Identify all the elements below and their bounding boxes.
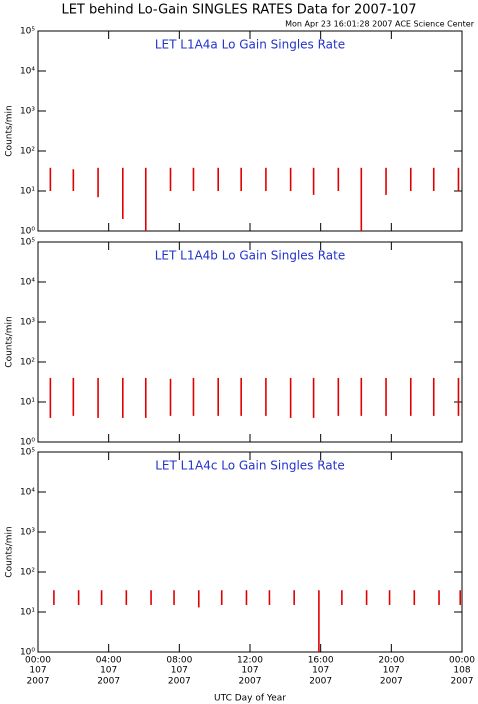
x-tick-label: 12:00 bbox=[237, 656, 263, 666]
x-tick-year: 2007 bbox=[309, 677, 332, 687]
page-title: LET behind Lo-Gain SINGLES RATES Data fo… bbox=[61, 3, 416, 18]
y-tick-label: 10³ bbox=[20, 318, 35, 328]
y-tick-label: 10² bbox=[20, 358, 35, 368]
y-tick-label: 10⁰ bbox=[20, 438, 35, 448]
y-tick-label: 10² bbox=[20, 568, 35, 578]
x-axis-label: UTC Day of Year bbox=[214, 694, 286, 704]
y-axis-label: Counts/min bbox=[5, 316, 15, 367]
y-tick-label: 10¹ bbox=[20, 608, 35, 618]
y-tick-label: 10⁴ bbox=[20, 67, 35, 77]
x-tick-year: 2007 bbox=[239, 677, 262, 687]
x-tick-day: 107 bbox=[241, 666, 258, 676]
panel-title: LET L1A4b Lo Gain Singles Rate bbox=[155, 249, 346, 263]
y-tick-label: 10³ bbox=[20, 107, 35, 117]
y-tick-label: 10⁴ bbox=[20, 278, 35, 288]
x-tick-label: 16:00 bbox=[308, 656, 334, 666]
panel-title: LET L1A4c Lo Gain Singles Rate bbox=[155, 459, 345, 473]
panel-title: LET L1A4a Lo Gain Singles Rate bbox=[155, 38, 345, 52]
y-tick-label: 10⁰ bbox=[20, 227, 35, 237]
plot-frame bbox=[37, 241, 463, 443]
x-tick-year: 2007 bbox=[27, 677, 50, 687]
y-tick-label: 10⁰ bbox=[20, 648, 35, 658]
y-tick-label: 10³ bbox=[20, 528, 35, 538]
y-tick-label: 10⁵ bbox=[20, 27, 35, 37]
x-tick-year: 2007 bbox=[451, 677, 474, 687]
y-tick-label: 10⁵ bbox=[20, 448, 35, 458]
x-tick-label: 08:00 bbox=[166, 656, 192, 666]
y-tick-label: 10¹ bbox=[20, 187, 35, 197]
x-tick-label: 04:00 bbox=[96, 656, 122, 666]
x-tick-day: 108 bbox=[453, 666, 470, 676]
x-tick-label: 00:00 bbox=[25, 656, 51, 666]
plot-frame bbox=[37, 451, 463, 653]
y-axis-label: Counts/min bbox=[5, 526, 15, 577]
x-tick-label: 00:00 bbox=[449, 656, 475, 666]
y-tick-label: 10⁴ bbox=[20, 488, 35, 498]
x-tick-day: 107 bbox=[171, 666, 188, 676]
y-tick-label: 10² bbox=[20, 147, 35, 157]
x-tick-year: 2007 bbox=[380, 677, 403, 687]
timestamp: Mon Apr 23 16:01:28 2007 ACE Science Cen… bbox=[285, 20, 475, 29]
y-axis-label: Counts/min bbox=[5, 105, 15, 156]
x-tick-day: 107 bbox=[312, 666, 329, 676]
x-tick-label: 20:00 bbox=[378, 656, 404, 666]
x-tick-day: 107 bbox=[29, 666, 46, 676]
x-tick-year: 2007 bbox=[168, 677, 191, 687]
x-tick-year: 2007 bbox=[97, 677, 120, 687]
x-tick-day: 107 bbox=[100, 666, 117, 676]
y-tick-label: 10⁵ bbox=[20, 238, 35, 248]
x-tick-day: 107 bbox=[383, 666, 400, 676]
y-tick-label: 10¹ bbox=[20, 398, 35, 408]
plot-frame bbox=[37, 30, 463, 232]
